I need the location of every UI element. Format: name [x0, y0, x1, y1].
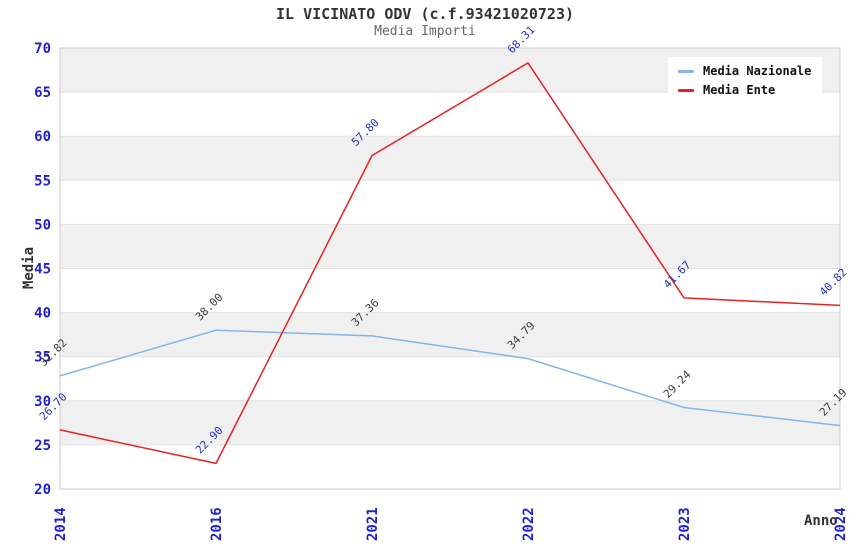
- x-tick-label: 2022: [521, 507, 537, 541]
- series-line-media-ente: [59, 62, 841, 465]
- y-tick-label: 30: [34, 394, 51, 410]
- plot-band: [60, 224, 840, 269]
- data-point-label: 29.24: [661, 368, 694, 401]
- y-tick-label: 55: [34, 173, 51, 189]
- y-tick-label: 20: [34, 482, 51, 498]
- x-tick-label: 2021: [365, 507, 381, 541]
- chart-subtitle: Media Importi: [374, 24, 476, 39]
- y-tick-label: 45: [34, 262, 51, 278]
- series-line-media-nazionale: [59, 329, 841, 427]
- legend-swatch-media-nazionale: [678, 69, 694, 73]
- legend: Media Nazionale Media Ente: [668, 57, 822, 104]
- legend-label: Media Nazionale: [703, 64, 812, 78]
- y-tick-label: 70: [34, 41, 51, 57]
- y-tick-label: 25: [34, 438, 51, 454]
- x-tick-label: 2023: [677, 507, 693, 541]
- legend-label: Media Ente: [703, 83, 776, 97]
- x-axis-label: Anno: [804, 513, 838, 529]
- plot-band: [60, 312, 840, 357]
- x-tick-label: 2014: [53, 507, 69, 541]
- legend-swatch-media-ente: [678, 88, 694, 92]
- x-tick-label: 2016: [209, 507, 225, 541]
- legend-item-media-nazionale: Media Nazionale: [678, 64, 822, 78]
- plot-band: [60, 400, 840, 445]
- y-tick-label: 60: [34, 129, 51, 145]
- y-tick-label: 65: [34, 85, 51, 101]
- plot-band: [60, 136, 840, 181]
- y-tick-label: 50: [34, 217, 51, 233]
- legend-item-media-ente: Media Ente: [678, 83, 822, 97]
- y-tick-label: 40: [34, 306, 51, 322]
- plot-border: [59, 47, 841, 490]
- chart-title: IL VICINATO ODV (c.f.93421020723): [275, 5, 574, 23]
- y-axis-label: Media: [21, 246, 37, 290]
- y-tick-label: 35: [34, 350, 51, 366]
- data-point-label: 40.82: [817, 266, 850, 299]
- x-tick-label: 2024: [833, 507, 849, 541]
